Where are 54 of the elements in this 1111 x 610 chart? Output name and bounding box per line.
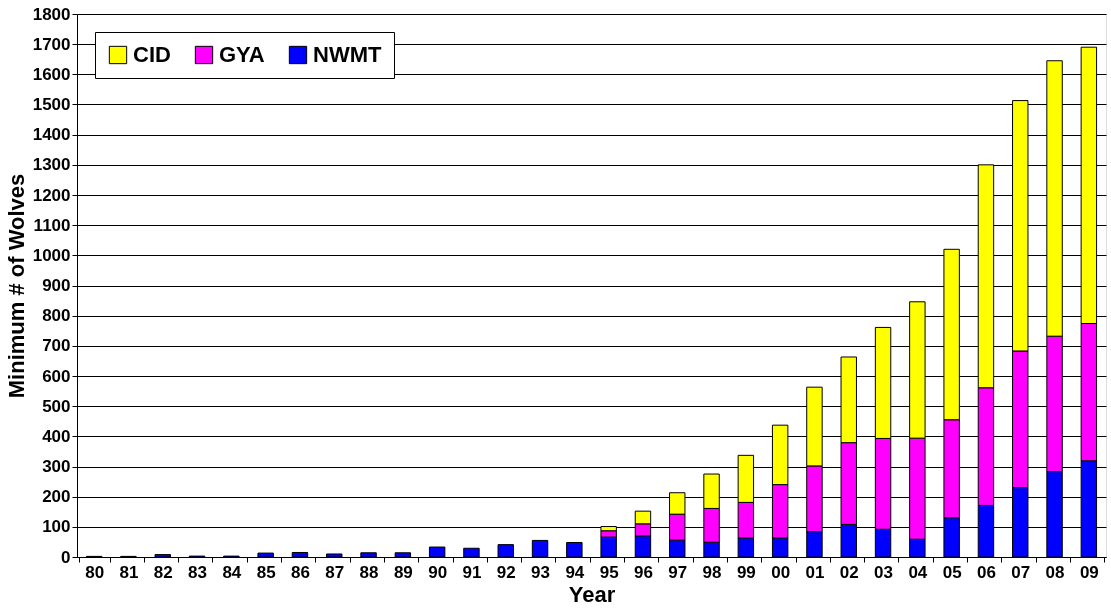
y-tick-label: 100 xyxy=(42,517,71,537)
x-tick-label: 07 xyxy=(1011,562,1031,582)
y-tick-label: 0 xyxy=(61,547,71,567)
x-tick-label: 94 xyxy=(565,562,585,582)
y-tick-label: 1400 xyxy=(32,125,71,145)
y-tick-label: 800 xyxy=(42,306,71,326)
y-tick-label: 1700 xyxy=(32,34,71,54)
y-tick-label: 700 xyxy=(42,336,71,356)
x-tick-label: 02 xyxy=(839,562,859,582)
x-tick-label: 05 xyxy=(942,562,962,582)
legend-label: CID xyxy=(133,42,171,67)
x-tick-label: 96 xyxy=(633,562,653,582)
y-tick-label: 900 xyxy=(42,276,71,295)
y-tick-label: 1600 xyxy=(32,64,71,84)
x-tick-label: 84 xyxy=(222,562,242,582)
x-tick-label: 87 xyxy=(325,562,345,582)
y-tick-label: 1100 xyxy=(33,215,71,235)
y-tick-label: 1500 xyxy=(32,95,71,114)
y-tick-label: 1200 xyxy=(32,185,71,205)
y-tick-label: 500 xyxy=(42,396,71,416)
y-tick-label: 200 xyxy=(42,487,71,507)
y-tick-label: 300 xyxy=(42,457,71,476)
x-tick-label: 90 xyxy=(428,562,448,582)
legend-label: NWMT xyxy=(313,42,382,67)
y-tick-label: 600 xyxy=(42,366,71,386)
x-tick-label: 91 xyxy=(462,562,482,582)
x-tick-label: 85 xyxy=(256,562,276,582)
y-tick-label: 1800 xyxy=(32,4,71,24)
x-tick-label: 83 xyxy=(188,562,208,582)
x-tick-label: 97 xyxy=(668,562,688,582)
x-tick-label: 06 xyxy=(976,562,996,582)
x-tick-label: 03 xyxy=(874,562,894,582)
x-tick-label: 99 xyxy=(736,562,756,582)
y-tick-label: 400 xyxy=(42,426,71,446)
x-tick-label: 88 xyxy=(359,562,379,582)
x-tick-label: 04 xyxy=(908,562,928,582)
x-tick-label: 01 xyxy=(805,562,825,582)
y-axis-title: Minimum # of Wolves xyxy=(3,173,29,399)
x-tick-label: 09 xyxy=(1079,562,1099,582)
y-tick-label: 1000 xyxy=(32,245,71,265)
x-tick-label: 92 xyxy=(496,562,516,582)
x-tick-label: 98 xyxy=(702,562,722,582)
x-tick-label: 93 xyxy=(531,562,551,582)
legend-label: GYA xyxy=(219,42,265,67)
x-tick-label: 82 xyxy=(153,562,173,582)
x-tick-label: 89 xyxy=(393,562,413,582)
x-tick-label: 00 xyxy=(771,562,791,582)
x-tick-label: 95 xyxy=(599,562,619,582)
x-tick-label: 80 xyxy=(85,562,105,582)
x-axis-title: Year xyxy=(568,581,616,607)
y-tick-label: 1300 xyxy=(32,155,71,175)
x-tick-label: 81 xyxy=(119,562,139,582)
x-tick-label: 86 xyxy=(290,562,310,582)
x-tick-label: 08 xyxy=(1045,562,1065,582)
